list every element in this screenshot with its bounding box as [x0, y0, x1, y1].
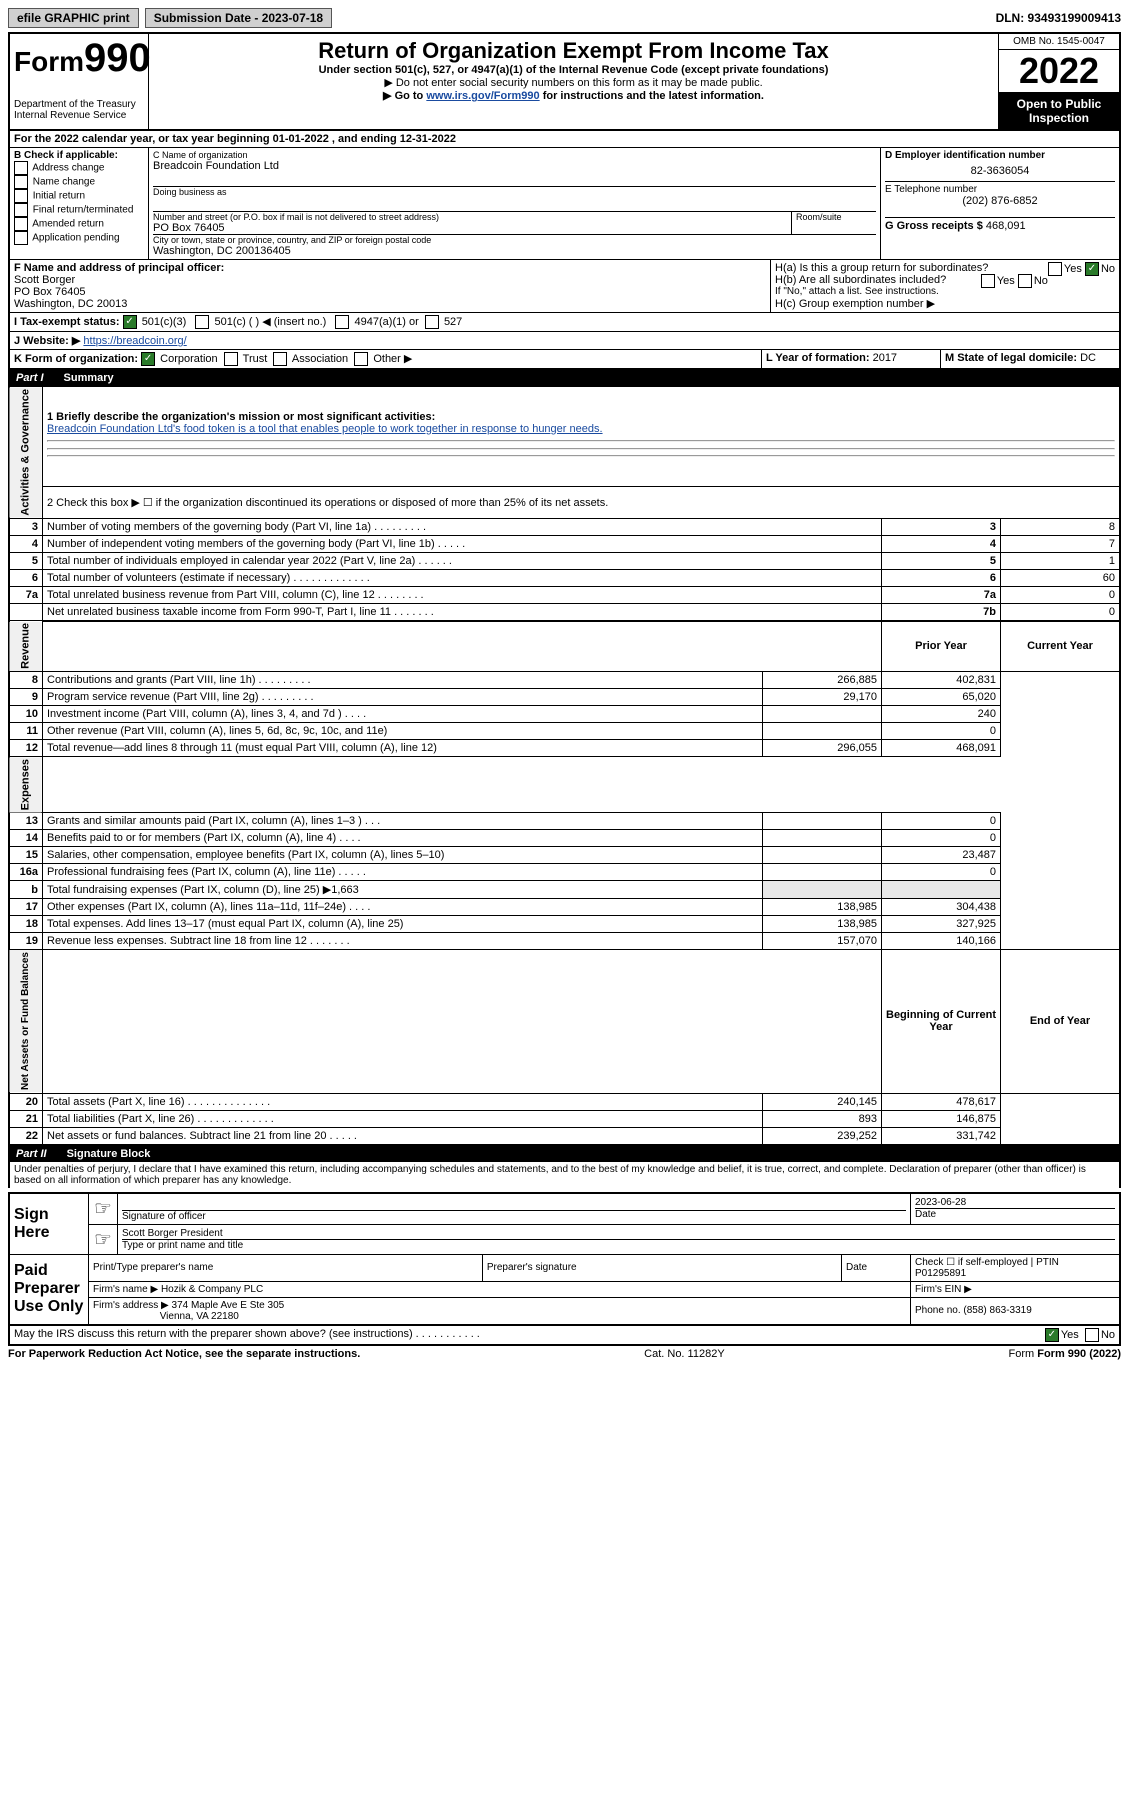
form-label: Form: [14, 46, 84, 77]
dln-text: DLN: 93493199009413: [996, 11, 1121, 25]
checkbox-Application pending[interactable]: [14, 231, 28, 245]
box-b: B Check if applicable: Address change Na…: [10, 148, 149, 259]
top-bar: efile GRAPHIC print Submission Date - 20…: [8, 8, 1121, 28]
box-deg: D Employer identification number 82-3636…: [881, 148, 1119, 259]
tax-year: 2022: [999, 50, 1119, 93]
summary-table: Activities & Governance 1 Briefly descri…: [8, 386, 1121, 1145]
dept-treasury: Department of the Treasury: [14, 99, 144, 110]
signature-table: Sign Here ☞ Signature of officer 2023-06…: [8, 1192, 1121, 1326]
org-city: Washington, DC 200136405: [153, 245, 876, 257]
box-j: J Website: ▶ https://breadcoin.org/: [10, 332, 1119, 349]
line-a: For the 2022 calendar year, or tax year …: [8, 131, 1121, 148]
box-k: K Form of organization: Corporation Trus…: [10, 350, 762, 368]
netassets-label: Net Assets or Fund Balances: [9, 950, 43, 1093]
irs-link[interactable]: www.irs.gov/Form990: [426, 90, 539, 102]
org-name: Breadcoin Foundation Ltd: [153, 160, 876, 172]
checkbox-Amended return[interactable]: [14, 217, 28, 231]
efile-button[interactable]: efile GRAPHIC print: [8, 8, 139, 28]
revenue-label: Revenue: [9, 621, 43, 672]
omb-number: OMB No. 1545-0047: [999, 34, 1119, 50]
website-link[interactable]: https://breadcoin.org/: [83, 335, 186, 347]
ein: 82-3636054: [885, 161, 1115, 181]
note-ssn: ▶ Do not enter social security numbers o…: [153, 76, 994, 89]
org-address: PO Box 76405: [153, 222, 791, 234]
governance-label: Activities & Governance: [9, 387, 43, 519]
box-c: C Name of organization Breadcoin Foundat…: [149, 148, 881, 259]
box-i: I Tax-exempt status: 501(c)(3) 501(c) ( …: [10, 313, 1119, 331]
checkbox-Initial return[interactable]: [14, 189, 28, 203]
irs-label: Internal Revenue Service: [14, 110, 144, 121]
form-title: Return of Organization Exempt From Incom…: [153, 38, 994, 64]
submission-date-button[interactable]: Submission Date - 2023-07-18: [145, 8, 332, 28]
form-subtitle: Under section 501(c), 527, or 4947(a)(1)…: [153, 64, 994, 76]
form-number: 990: [84, 36, 151, 80]
note-goto-pre: ▶ Go to: [383, 90, 426, 102]
box-h: H(a) Is this a group return for subordin…: [771, 260, 1119, 312]
box-l: L Year of formation: 2017: [762, 350, 941, 368]
note-goto-post: for instructions and the latest informat…: [540, 90, 764, 102]
form-header: Form990 Department of the Treasury Inter…: [8, 32, 1121, 131]
gross-receipts: 468,091: [986, 220, 1026, 232]
penalties-text: Under penalties of perjury, I declare th…: [8, 1162, 1121, 1188]
checkbox-Address change[interactable]: [14, 161, 28, 175]
checkbox-Final return/terminated[interactable]: [14, 203, 28, 217]
part1-header: Part I Summary: [8, 370, 1121, 386]
box-f: F Name and address of principal officer:…: [10, 260, 771, 312]
checkbox-Name change[interactable]: [14, 175, 28, 189]
phone: (202) 876-6852: [885, 195, 1115, 207]
mission-text[interactable]: Breadcoin Foundation Ltd's food token is…: [47, 423, 603, 435]
may-irs-row: May the IRS discuss this return with the…: [8, 1326, 1121, 1346]
part2-header: Part II Signature Block: [8, 1146, 1121, 1162]
box-m: M State of legal domicile: DC: [941, 350, 1119, 368]
open-public: Open to Public Inspection: [999, 93, 1119, 129]
expenses-label: Expenses: [9, 757, 43, 813]
footer: For Paperwork Reduction Act Notice, see …: [8, 1348, 1121, 1360]
